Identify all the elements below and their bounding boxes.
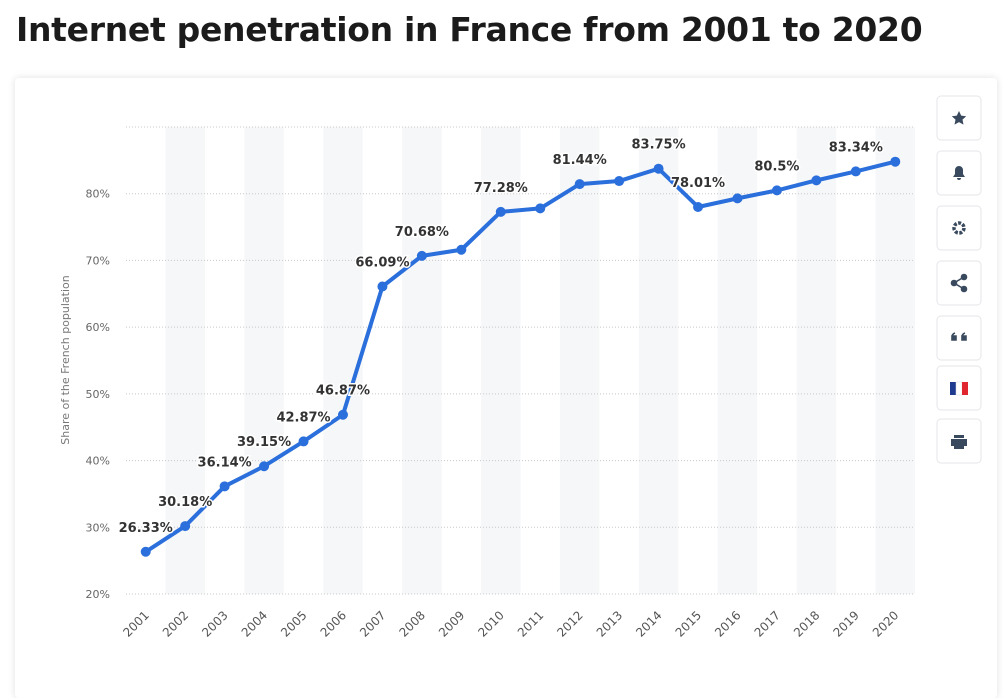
y-tick-label: 20% xyxy=(86,588,110,601)
x-tick-label: 2016 xyxy=(712,608,743,639)
data-point xyxy=(140,546,151,557)
alt-band xyxy=(796,127,837,594)
y-axis-label: Share of the French population xyxy=(59,275,72,445)
data-label: 36.14% xyxy=(198,455,252,470)
data-label: 83.34% xyxy=(829,140,883,155)
data-point xyxy=(693,201,704,212)
data-point xyxy=(653,163,664,174)
settings-button[interactable] xyxy=(936,205,982,251)
x-tick-label: 2006 xyxy=(318,608,349,639)
x-tick-label: 2019 xyxy=(830,608,861,639)
data-point xyxy=(850,166,861,177)
page: {"chart_data": {"type": "line", "title":… xyxy=(16,10,982,640)
alt-band xyxy=(559,127,600,594)
x-tick-label: 2007 xyxy=(357,608,388,639)
x-tick-label: 2008 xyxy=(396,608,427,639)
x-tick-label: 2009 xyxy=(436,608,467,639)
flag-blue xyxy=(950,382,956,395)
alt-band xyxy=(165,127,205,594)
share-icon xyxy=(950,273,968,293)
data-point xyxy=(495,206,506,217)
data-label: 42.87% xyxy=(276,410,330,425)
x-tick-label: 2017 xyxy=(752,608,783,639)
data-label: 78.01% xyxy=(671,176,725,191)
quote-icon xyxy=(951,332,967,341)
alt-band xyxy=(323,127,363,594)
alt-band xyxy=(875,127,915,594)
data-point xyxy=(298,436,309,447)
x-tick-label: 2001 xyxy=(120,608,151,639)
data-point xyxy=(614,176,625,187)
share-button[interactable] xyxy=(936,260,982,306)
data-point xyxy=(219,481,230,492)
y-tick-label: 80% xyxy=(86,188,110,201)
y-tick-label: 40% xyxy=(86,455,110,468)
print-icon xyxy=(951,435,967,449)
data-point xyxy=(337,409,348,420)
data-label: 39.15% xyxy=(237,435,291,450)
alt-band xyxy=(244,127,284,594)
data-point xyxy=(180,521,191,532)
data-label: 80.5% xyxy=(754,159,799,174)
y-tick-label: 70% xyxy=(86,254,110,267)
data-point xyxy=(456,244,467,255)
data-point xyxy=(416,250,427,261)
alt-band xyxy=(481,127,521,594)
flag-white xyxy=(955,381,963,396)
x-tick-label: 2002 xyxy=(160,608,191,639)
cite-button[interactable] xyxy=(936,315,982,361)
data-point xyxy=(811,175,822,186)
y-tick-label: 50% xyxy=(86,388,110,401)
data-label: 81.44% xyxy=(553,153,607,168)
y-tick-label: 30% xyxy=(86,521,110,534)
data-point xyxy=(890,156,901,167)
x-tick-label: 2014 xyxy=(633,608,664,639)
data-label: 83.75% xyxy=(631,138,685,153)
band-layer xyxy=(165,127,915,594)
data-point xyxy=(574,179,585,190)
data-label: 70.68% xyxy=(395,225,449,240)
x-tick-label: 2020 xyxy=(870,608,901,639)
gear-icon xyxy=(952,221,966,235)
data-point xyxy=(535,203,546,214)
data-line xyxy=(144,159,896,554)
data-label: 26.33% xyxy=(119,521,173,536)
alt-band xyxy=(717,127,758,594)
x-tick-label: 2013 xyxy=(594,608,625,639)
flag-red xyxy=(962,382,968,395)
x-tick-label: 2010 xyxy=(475,608,506,639)
x-tick-label: 2005 xyxy=(278,608,309,639)
x-tick-label: 2011 xyxy=(515,608,546,639)
data-label: 46.87% xyxy=(316,384,370,399)
toolbar xyxy=(936,95,982,464)
data-label: 77.28% xyxy=(474,181,528,196)
data-point xyxy=(259,461,270,472)
x-tick-label: 2018 xyxy=(791,608,822,639)
x-tick-label: 2012 xyxy=(554,608,585,639)
alt-band xyxy=(402,127,442,594)
page-title: Internet penetration in France from 2001… xyxy=(16,10,923,49)
bell-icon xyxy=(953,166,965,180)
alt-band xyxy=(638,127,679,594)
x-tick-label: 2015 xyxy=(673,608,704,639)
x-tick-label: 2004 xyxy=(239,608,270,639)
data-label: 30.18% xyxy=(158,495,212,510)
data-label: 66.09% xyxy=(355,256,409,271)
star-icon xyxy=(951,111,967,125)
x-tick-label: 2003 xyxy=(199,608,230,639)
data-point xyxy=(377,281,388,292)
data-point xyxy=(732,193,743,204)
chart: Share of the French population 20% 30% 40%… xyxy=(59,95,982,640)
data-point xyxy=(771,185,782,196)
y-tick-label: 60% xyxy=(86,321,110,334)
